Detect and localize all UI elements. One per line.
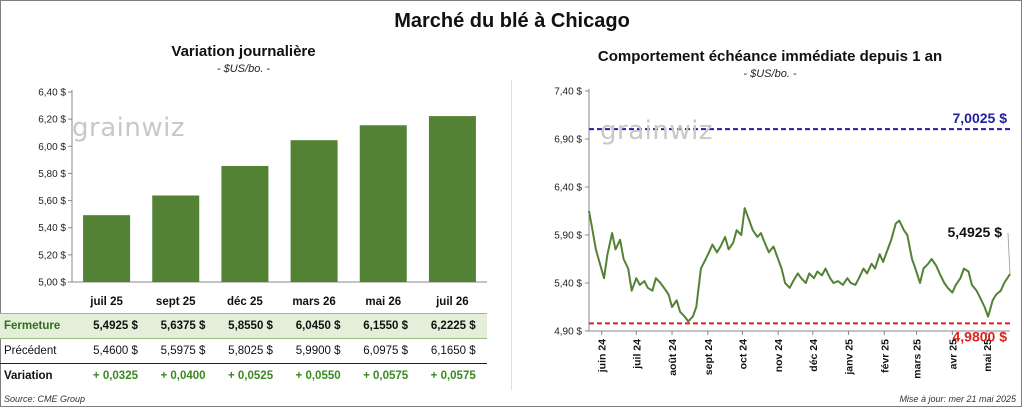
close-value: 5,4925 $ (81, 313, 150, 339)
previous-value: 5,5975 $ (149, 338, 217, 364)
bar (359, 125, 407, 282)
price-table: Fermeture 5,4925 $ 5,6375 $ 5,8550 $ 6,0… (0, 313, 487, 388)
close-value: 6,1550 $ (351, 313, 420, 339)
update-note: Mise à jour: mer 21 mai 2025 (899, 394, 1016, 404)
variation-value: + 0,0550 (295, 370, 341, 382)
right-chart-title: Comportement échéance immédiate depuis 1… (597, 48, 943, 65)
y-tick-label: 6,40 $ (38, 88, 66, 99)
y-tick-label: 6,40 $ (554, 183, 582, 194)
x-tick-label: févr 25 (879, 339, 891, 373)
y-tick-label: 6,20 $ (38, 115, 66, 126)
previous-label: Précédent (0, 338, 82, 364)
line-chart: 4,90 $ 5,40 $ 5,90 $ 6,40 $ 6,90 $ 7,40 $ juin… (554, 87, 1011, 379)
x-tick-label: juil 25 (89, 296, 123, 308)
low-value-label: 4,9800 $ (953, 328, 1008, 344)
y-tick-label: 5,00 $ (38, 278, 66, 289)
x-tick-label: oct 24 (737, 339, 749, 370)
grainwiz-watermark-right: grainwiz (600, 116, 713, 146)
x-tick-label: juin 24 (597, 339, 609, 373)
y-tick-label: 5,90 $ (554, 231, 582, 242)
y-tick-label: 5,20 $ (38, 250, 66, 261)
bar (290, 140, 338, 282)
previous-value: 5,4600 $ (81, 338, 150, 364)
x-tick-label: mars 26 (292, 296, 335, 308)
left-chart-title: Variation journalière (171, 43, 316, 60)
previous-row: Précédent 5,4600 $ 5,5975 $ 5,8025 $ 5,9… (0, 338, 487, 364)
x-tick-label: sept 24 (703, 339, 715, 375)
bar (83, 215, 131, 282)
left-chart-subtitle: - $US/bo. - (216, 63, 271, 75)
high-value-label: 7,0025 $ (953, 110, 1008, 126)
last-value-label: 5,4925 $ (948, 224, 1003, 240)
panel-divider (511, 80, 512, 390)
x-tick-label: mai 25 (982, 339, 994, 372)
x-tick-label: mai 26 (365, 296, 401, 308)
variation-row: Variation + 0,0325 + 0,0400 + 0,0525 + 0… (0, 364, 487, 389)
close-label: Fermeture (0, 313, 82, 339)
variation-value: + 0,0575 (363, 370, 409, 382)
bar (428, 116, 476, 282)
close-value: 6,2225 $ (419, 313, 487, 339)
x-tick-label: août 24 (667, 339, 679, 376)
grainwiz-watermark-left: grainwiz (72, 113, 185, 143)
bar (221, 165, 269, 282)
variation-value: + 0,0525 (228, 370, 274, 382)
close-value: 5,8550 $ (216, 313, 285, 339)
y-tick-label: 7,40 $ (554, 87, 582, 98)
bar (152, 195, 200, 282)
variation-value: + 0,0575 (430, 370, 476, 382)
x-tick-label: juil 24 (631, 339, 643, 370)
price-series-line (588, 207, 1011, 323)
variation-value: + 0,0325 (92, 370, 138, 382)
x-tick-label: juil 26 (435, 296, 469, 308)
last-value-leader (1007, 233, 1011, 275)
close-value: 6,0450 $ (284, 313, 352, 339)
previous-value: 5,9900 $ (284, 338, 352, 364)
x-tick-label: janv 25 (844, 339, 856, 376)
bar-chart: 5,00 $ 5,20 $ 5,40 $ 5,60 $ 5,80 $ 6,00 $ 6,20… (38, 88, 487, 308)
y-tick-label: 6,00 $ (38, 142, 66, 153)
y-tick-label: 4,90 $ (554, 327, 582, 338)
right-chart-subtitle: - $US/bo. - (743, 68, 797, 80)
previous-value: 6,1650 $ (419, 338, 487, 364)
source-note: Source: CME Group (4, 394, 86, 404)
y-tick-label: 5,40 $ (554, 279, 582, 290)
y-tick-label: 5,60 $ (38, 196, 66, 207)
x-tick-label: avr 25 (947, 339, 959, 370)
close-row: Fermeture 5,4925 $ 5,6375 $ 5,8550 $ 6,0… (0, 313, 487, 339)
variation-label: Variation (4, 370, 53, 382)
variation-value: + 0,0400 (160, 370, 206, 382)
x-tick-label: déc 24 (808, 339, 820, 372)
close-value: 5,6375 $ (149, 313, 217, 339)
previous-value: 5,8025 $ (216, 338, 285, 364)
previous-value: 6,0975 $ (351, 338, 420, 364)
main-title: Marché du blé à Chicago (394, 10, 630, 32)
x-tick-label: sept 25 (156, 296, 196, 308)
x-tick-label: mars 25 (912, 339, 924, 379)
y-tick-label: 6,90 $ (554, 135, 582, 146)
x-tick-label: déc 25 (227, 296, 263, 308)
x-tick-label: nov 24 (773, 339, 785, 372)
y-tick-label: 5,80 $ (38, 169, 66, 180)
y-tick-label: 5,40 $ (38, 223, 66, 234)
